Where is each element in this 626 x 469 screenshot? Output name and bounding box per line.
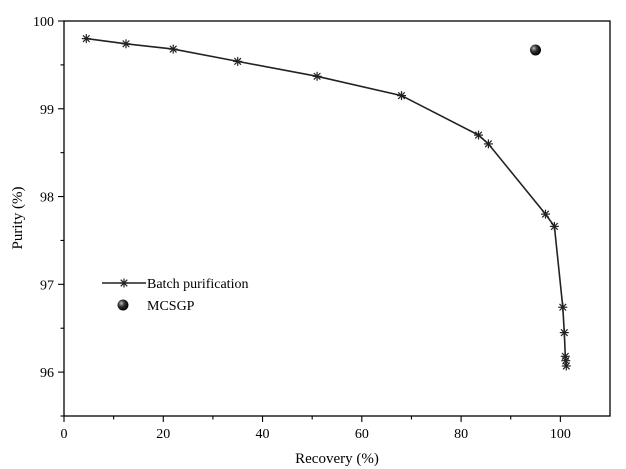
series-line-batch (86, 37, 568, 367)
batch-point (397, 91, 406, 101)
batch-point (549, 221, 559, 231)
y-tick-label: 97 (40, 278, 54, 293)
batch-point (483, 139, 493, 149)
mcsgp-point (530, 44, 541, 56)
plot-frame (63, 20, 611, 417)
legend-item-batch: Batch purification (102, 277, 248, 292)
y-tick-label: 100 (33, 15, 54, 30)
batch-point (541, 209, 550, 219)
legend: Batch purification MCSGP (102, 277, 248, 314)
batch-point (559, 328, 569, 338)
batch-point (561, 361, 571, 371)
x-tick-label: 100 (550, 427, 571, 442)
y-axis-ticks: 96 97 98 99 100 (33, 15, 64, 417)
y-axis-title: Purity (%) (10, 187, 26, 250)
x-axis-ticks: 0 20 40 60 80 100 (61, 416, 571, 442)
legend-label-mcsgp: MCSGP (147, 299, 195, 314)
plot-area-border (63, 20, 611, 417)
batch-point (81, 34, 91, 44)
batch-point (121, 39, 131, 49)
batch-point (312, 71, 322, 81)
x-tick-label: 40 (256, 427, 270, 442)
legend-item-mcsgp: MCSGP (117, 299, 195, 314)
legend-marker-batch (119, 278, 129, 288)
legend-label-batch: Batch purification (147, 277, 248, 292)
y-tick-label: 99 (40, 103, 54, 118)
y-tick-label: 96 (40, 366, 54, 381)
batch-point (168, 44, 178, 54)
batch-point (233, 56, 243, 66)
x-tick-label: 0 (61, 427, 68, 442)
x-tick-label: 60 (355, 427, 369, 442)
y-tick-label: 98 (40, 191, 54, 206)
series-layer (81, 34, 571, 371)
x-tick-label: 80 (454, 427, 468, 442)
batch-point (474, 130, 483, 140)
x-tick-label: 20 (156, 427, 170, 442)
x-axis-title: Recovery (%) (295, 451, 379, 467)
batch-point (558, 302, 568, 312)
legend-marker-mcsgp (117, 299, 129, 311)
